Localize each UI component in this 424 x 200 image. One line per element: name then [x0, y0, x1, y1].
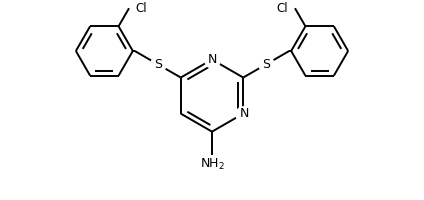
Text: N: N [207, 53, 217, 66]
Text: N: N [240, 107, 249, 120]
Text: S: S [154, 58, 162, 71]
Text: Cl: Cl [277, 2, 288, 15]
Text: S: S [262, 58, 270, 71]
Text: NH$_2$: NH$_2$ [200, 157, 224, 172]
Text: Cl: Cl [136, 2, 147, 15]
